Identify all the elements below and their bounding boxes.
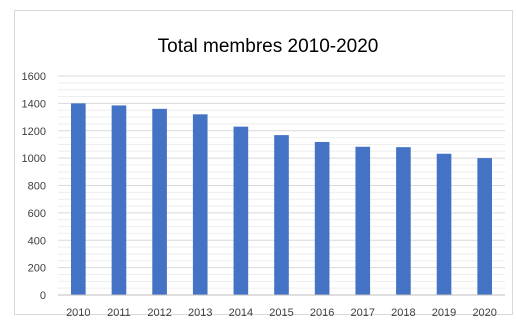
x-tick-label: 2012 [147, 307, 171, 319]
x-tick-label: 2013 [188, 307, 212, 319]
x-tick-label: 2011 [107, 307, 131, 319]
bars [71, 103, 492, 295]
x-tick-label: 2018 [391, 307, 415, 319]
bar-2012 [152, 108, 167, 295]
x-tick-label: 2020 [472, 307, 496, 319]
x-tick-label: 2014 [229, 307, 253, 319]
x-tick-label: 2017 [351, 307, 375, 319]
bar-2020 [477, 158, 492, 295]
bar-2015 [274, 135, 289, 295]
y-tick-label: 1200 [22, 126, 46, 138]
y-tick-label: 800 [28, 181, 46, 193]
x-tick-label: 2016 [310, 307, 334, 319]
x-tick-label: 2019 [432, 307, 456, 319]
y-tick-label: 200 [28, 263, 46, 275]
y-tick-label: 400 [28, 235, 46, 247]
bar-2016 [314, 141, 330, 295]
x-axis-tick-labels: 2010 2011 2012 2013 2014 2015 2016 2017 2018 2019… [66, 307, 497, 319]
y-tick-label: 600 [28, 208, 46, 220]
bar-2011 [111, 105, 127, 295]
chart-title: Total membres 2010-2020 [157, 36, 379, 57]
y-tick-label: 1000 [22, 153, 46, 165]
x-tick-label: 2015 [269, 307, 293, 319]
y-tick-label: 1600 [22, 71, 46, 83]
bar-2019 [436, 153, 452, 295]
bar-2013 [192, 114, 208, 295]
y-axis-tick-labels: 0 200 400 600 800 1000 1200 1400 1600 [22, 71, 46, 302]
bar-2017 [355, 146, 371, 295]
chart-frame [14, 10, 513, 315]
y-tick-label: 0 [40, 290, 46, 302]
y-tick-label: 1400 [22, 98, 46, 110]
bar-2014 [233, 126, 249, 295]
bar-2018 [396, 147, 411, 295]
bar-2010 [71, 103, 86, 295]
x-tick-label: 2010 [66, 307, 90, 319]
